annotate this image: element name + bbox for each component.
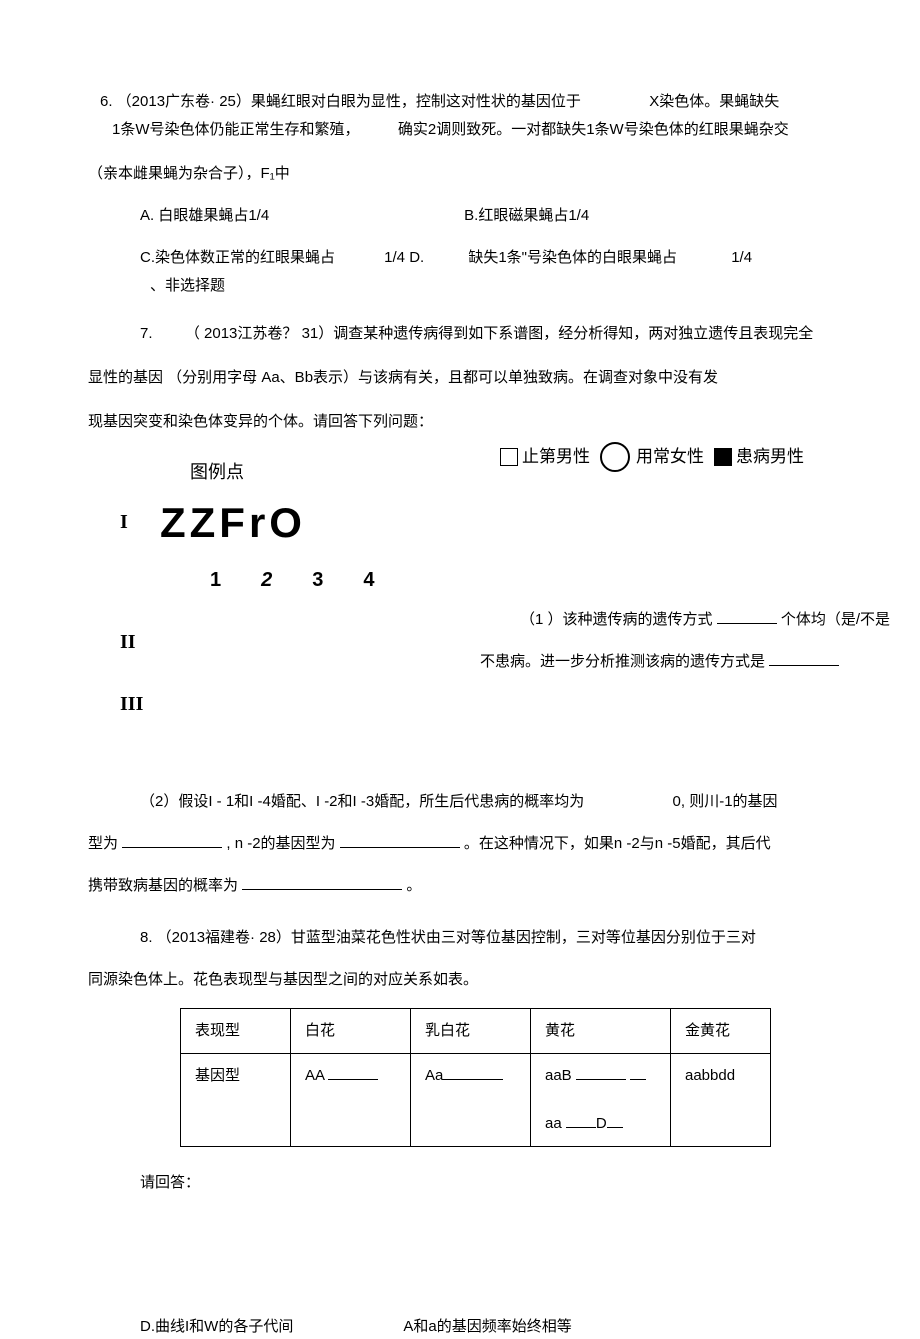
q6-option-c: C.染色体数正常的红眼果蝇占 (140, 246, 380, 270)
q6-line3: （亲本雌果蝇为杂合子），F₁中 (88, 162, 850, 186)
blank-t1 (328, 1079, 378, 1080)
table-header-row: 表现型 白花 乳白花 黄花 金黄花 (181, 1008, 771, 1053)
pedigree-legend: 止第男性 用常女性 患病男性 (500, 442, 804, 472)
cell-text-c: D (596, 1115, 607, 1132)
q6-frac2: 1/4 (731, 246, 752, 270)
answer-prompt: 请回答： (140, 1171, 850, 1195)
blank-t4b (607, 1127, 623, 1128)
q6-frac1: 1/4 D. (384, 246, 464, 270)
sub1-text-b: 个体均（是/不是 (781, 611, 890, 628)
td-aab: aaB aa D (531, 1053, 671, 1146)
q6-option-a: A. 白眼雄果蝇占1/4 (140, 204, 460, 228)
blank-4 (340, 847, 460, 848)
blank-1 (717, 623, 777, 624)
q7-sub2-line3: 携带致病基因的概率为 。 (88, 874, 850, 898)
th-phenotype: 表现型 (181, 1008, 291, 1053)
q7-line1: 7. （ 2013江苏卷？ 31）调查某种遗传病得到如下系谱图，经分析得知，两对… (140, 322, 850, 346)
legend-label-1: 止第男性 (522, 443, 590, 470)
sub1-text-c: 不患病。进一步分析推测该病的遗传方式是 (480, 653, 765, 670)
bottom-line: D.曲线I和W的各子代间 A和a的基因频率始终相等 (140, 1315, 850, 1339)
cell-text: AA (305, 1067, 324, 1084)
section-subtitle: 、非选择题 (150, 274, 850, 298)
generation-3-row: III (120, 688, 850, 720)
q6-line2: 1条W号染色体仍能正常生存和繁殖， 确实2调则致死。一对都缺失1条W号染色体的红… (112, 118, 850, 142)
blank-t3 (576, 1079, 626, 1080)
normal-male-icon (500, 448, 518, 466)
td-aabbdd: aabbdd (671, 1053, 771, 1146)
q8-line2: 同源染色体上。花色表现型与基因型之间的对应关系如表。 (88, 968, 850, 992)
q7-sub1a: （1 ）该种遗传病的遗传方式 个体均（是/不是 (520, 608, 890, 632)
q6-text-1: 6. （2013广东卷· 25）果蝇红眼对白眼为显性，控制这对性状的基因位于 (100, 93, 581, 110)
q6-text-2a: 1条W号染色体仍能正常生存和繁殖， (112, 121, 360, 138)
q7-text1: （ 2013江苏卷？ 31）调查某种遗传病得到如下系谱图，经分析得知，两对独立遗… (185, 325, 813, 342)
sub2-text-f: 携带致病基因的概率为 (88, 877, 238, 894)
q6-text-1r: X染色体。果蝇缺失 (649, 93, 779, 110)
cell-text-a: aaB (545, 1067, 572, 1084)
q7-line3: 现基因突变和染色体变异的个体。请回答下列问题： (88, 410, 850, 434)
genotype-table: 表现型 白花 乳白花 黄花 金黄花 基因型 AA Aa aaB aa D aab… (180, 1008, 771, 1147)
blank-3 (122, 847, 222, 848)
gen-2-label: II (120, 626, 160, 658)
blank-5 (242, 889, 402, 890)
sub2-text-e: 。在这种情况下，如果n -2与n -5婚配，其后代 (464, 835, 771, 852)
q6-options-row1: A. 白眼雄果蝇占1/4 B.红眼磁果蝇占1/4 (140, 204, 850, 228)
num-1: 1 (210, 569, 261, 591)
num-2: 2 (261, 569, 312, 591)
sub2-text-a: （2）假设I - 1和I -4婚配、I -2和I -3婚配，所生后代患病的概率均… (140, 793, 584, 810)
normal-female-icon (600, 442, 630, 472)
td-genotype-label: 基因型 (181, 1053, 291, 1146)
q7-sub1b: 不患病。进一步分析推测该病的遗传方式是 (480, 650, 839, 674)
q6-option-b: B.红眼磁果蝇占1/4 (464, 204, 589, 228)
q6-text-2b: 确实2调则致死。一对都缺失1条W号染色体的红眼果蝇杂交 (398, 121, 789, 138)
th-white: 白花 (291, 1008, 411, 1053)
sub1-text-a: （1 ）该种遗传病的遗传方式 (520, 611, 713, 628)
pedigree-shapes: ZZFrO (160, 489, 306, 556)
sub2-text-g: 。 (406, 877, 421, 894)
blank-t3b (630, 1079, 646, 1080)
table-data-row: 基因型 AA Aa aaB aa D aabbdd (181, 1053, 771, 1146)
legend-label-2: 用常女性 (636, 443, 704, 470)
td-aa-het: Aa (411, 1053, 531, 1146)
bottom-option-d: D.曲线I和W的各子代间 (140, 1315, 400, 1339)
cell-text-b: aa (545, 1115, 562, 1132)
sub2-text-c: 型为 (88, 835, 118, 852)
q6-option-d: 缺失1条"号染色体的白眼果蝇占 (468, 246, 677, 270)
generation-1-row: I ZZFrO (120, 489, 850, 556)
blank-t4 (566, 1127, 596, 1128)
sub2-text-d: , n -2的基因型为 (226, 835, 335, 852)
q7-sub2-line1: （2）假设I - 1和I -4婚配、I -2和I -3婚配，所生后代患病的概率均… (140, 790, 850, 814)
blank-2 (769, 665, 839, 666)
td-aa-upper: AA (291, 1053, 411, 1146)
bottom-text-right: A和a的基因频率始终相等 (403, 1318, 571, 1335)
th-golden: 金黄花 (671, 1008, 771, 1053)
num-4: 4 (363, 569, 414, 591)
q6-line1: 6. （2013广东卷· 25）果蝇红眼对白眼为显性，控制这对性状的基因位于 X… (100, 90, 850, 114)
q7-sub2-line2: 型为 , n -2的基因型为 。在这种情况下，如果n -2与n -5婚配，其后代 (88, 832, 850, 856)
num-3: 3 (312, 569, 363, 591)
q7-num: 7. (140, 325, 153, 342)
cell-text: Aa (425, 1067, 443, 1084)
legend-label-3: 患病男性 (736, 443, 804, 470)
affected-male-icon (714, 448, 732, 466)
th-milky: 乳白花 (411, 1008, 531, 1053)
gen-1-label: I (120, 506, 160, 538)
gen-3-label: III (120, 688, 160, 720)
sub2-text-b: 0, 则川-1的基因 (673, 793, 778, 810)
blank-t2 (443, 1079, 503, 1080)
q6-options-row2: C.染色体数正常的红眼果蝇占 1/4 D. 缺失1条"号染色体的白眼果蝇占 1/… (140, 246, 850, 270)
th-yellow: 黄花 (531, 1008, 671, 1053)
q8-line1: 8. （2013福建卷· 28）甘蓝型油菜花色性状由三对等位基因控制，三对等位基… (140, 926, 850, 950)
individual-numbers: 1234 (210, 564, 850, 596)
pedigree-diagram: 图例点 I ZZFrO 1234 II III (120, 458, 850, 720)
q7-line2: 显性的基因 （分别用字母 Aa、Bb表示）与该病有关，且都可以单独致病。在调查对… (88, 366, 850, 390)
